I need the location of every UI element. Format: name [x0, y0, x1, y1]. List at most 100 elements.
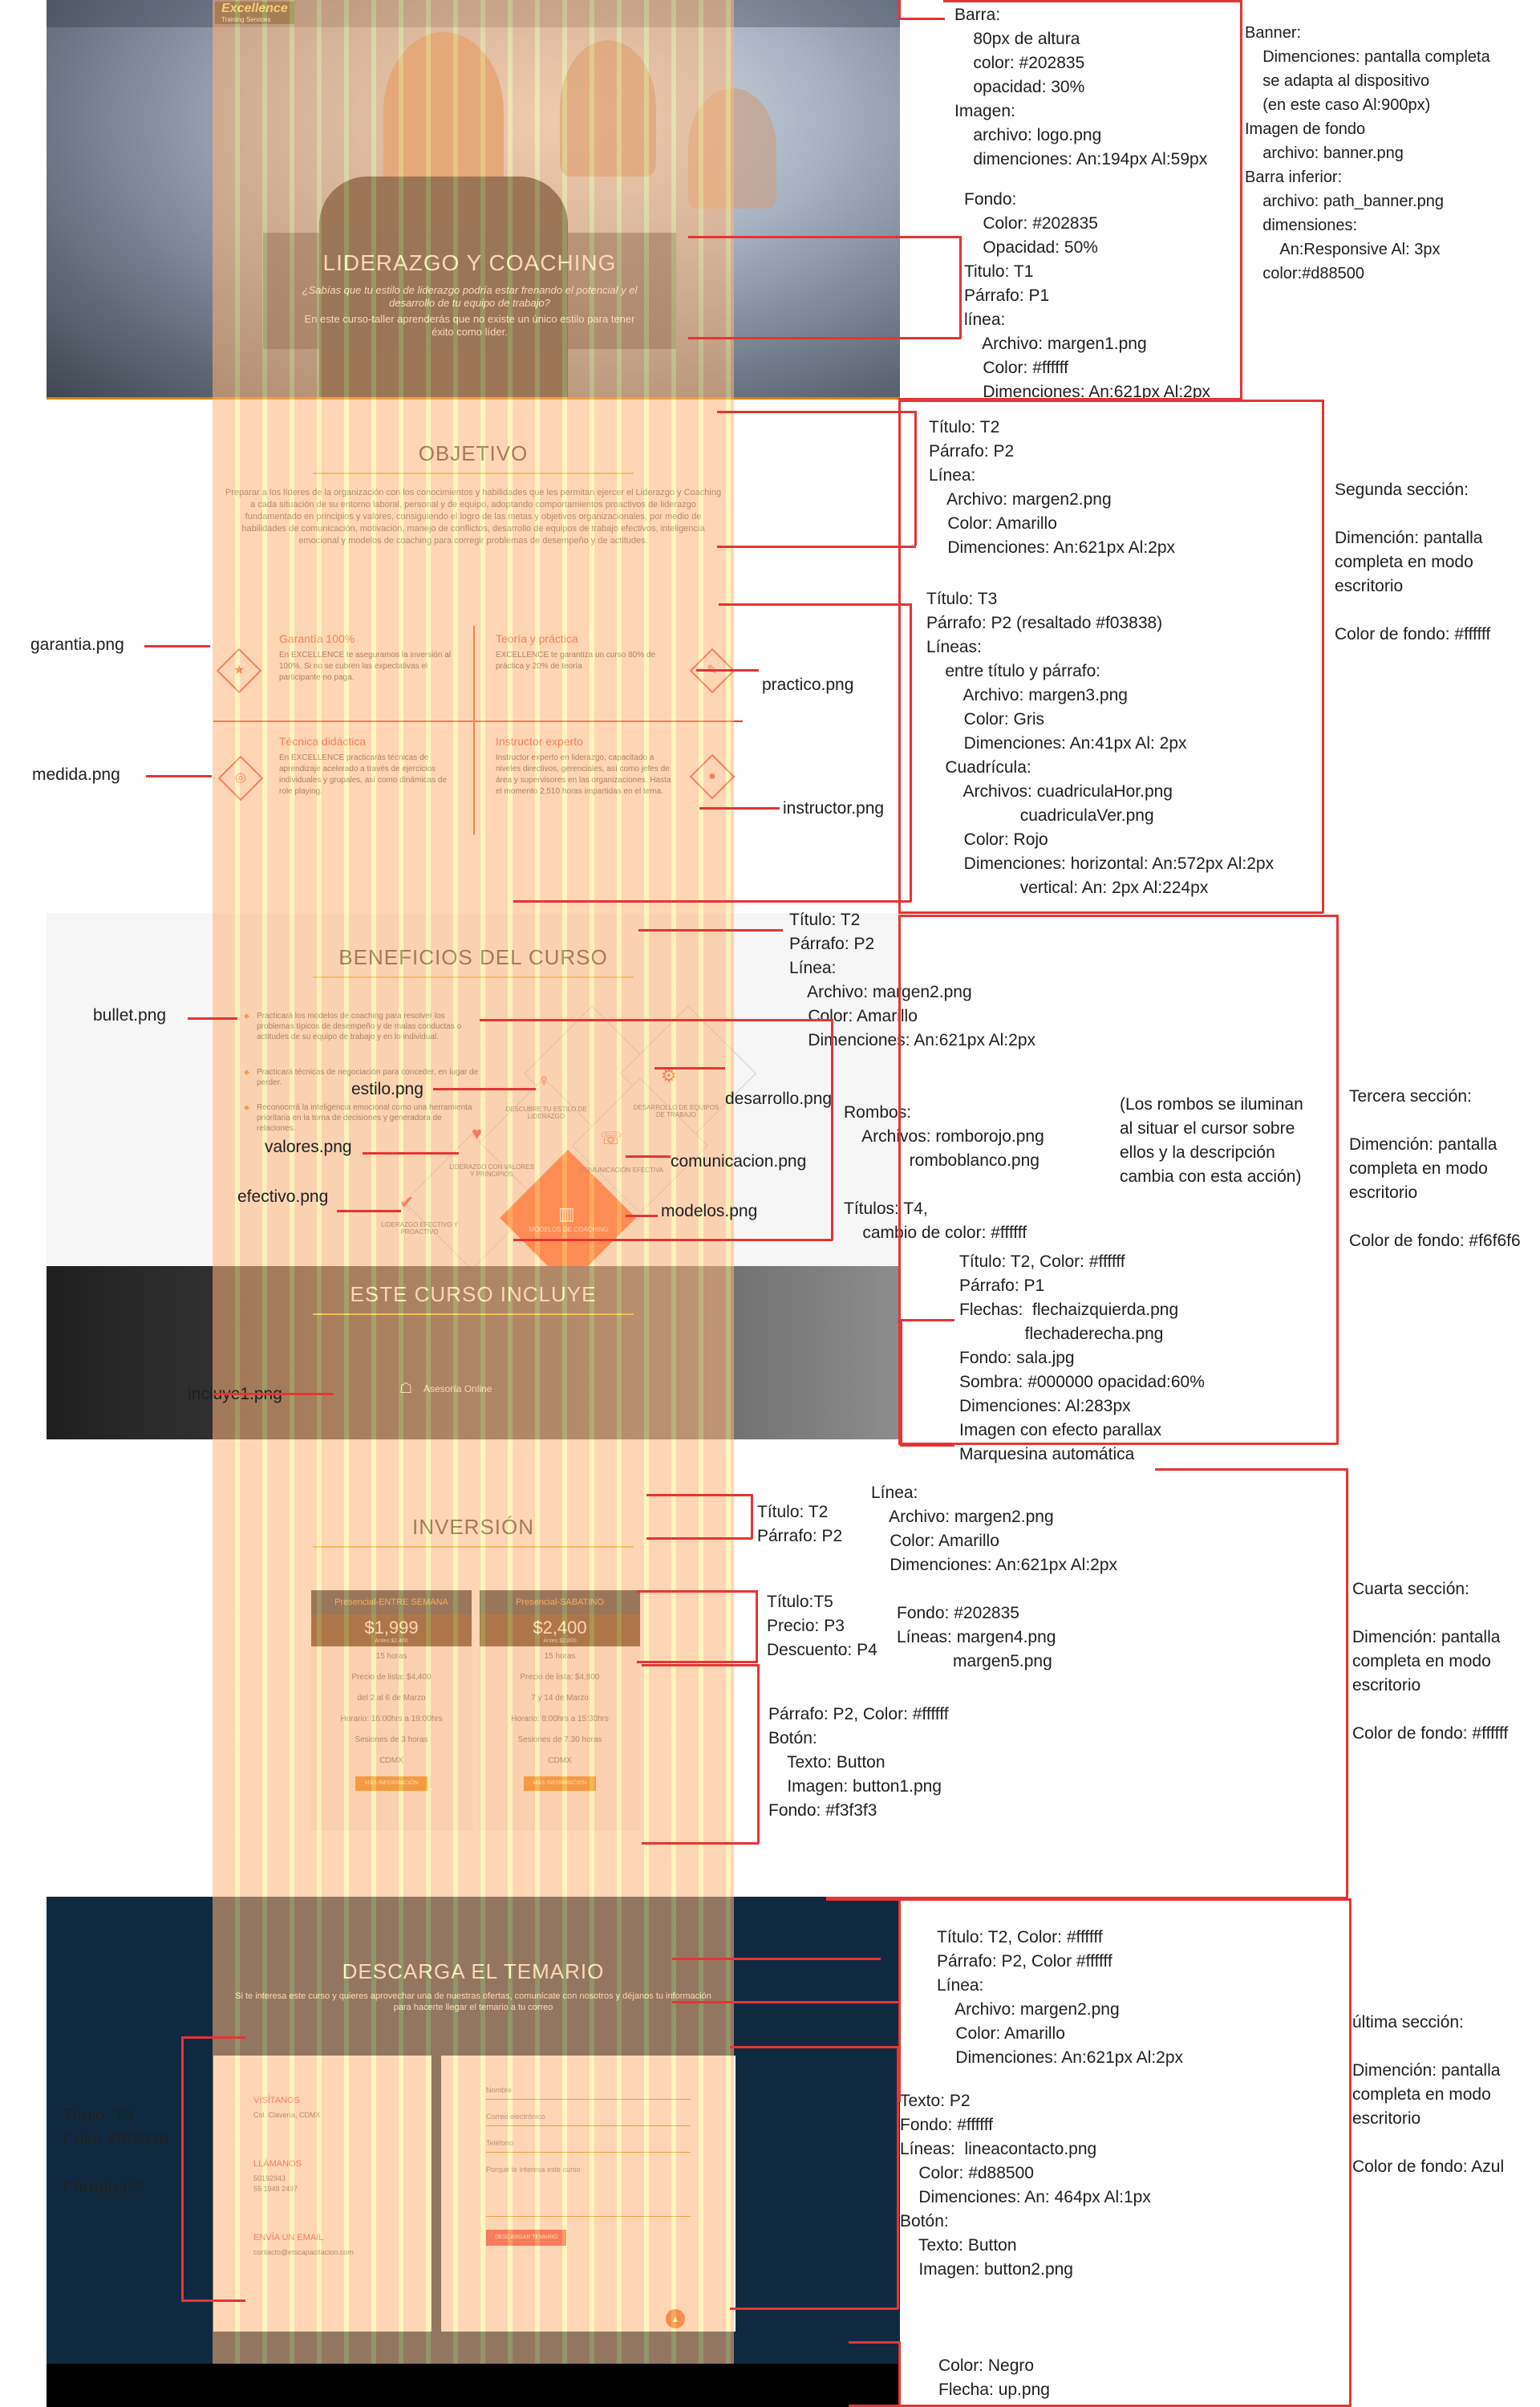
cell-text: En EXCELLENCE practicarás técnicas de ap… — [279, 753, 447, 796]
connector-line — [898, 911, 1323, 914]
label-medida: medida.png — [32, 765, 120, 784]
visitanos-title: VISÍTANOS — [253, 2096, 300, 2105]
interes-field[interactable]: Porque te interesa este curso — [486, 2161, 691, 2217]
annotation-inversion-line: Línea: Archivo: margen2.png Color: Amari… — [871, 1484, 1118, 1574]
connector-line — [672, 1958, 881, 1960]
connector-line — [826, 1898, 1351, 1901]
grid-horizontal — [213, 720, 743, 722]
annotation-banner-bar: Barra: 80px de altura color: #202835 opa… — [954, 6, 1208, 168]
annotation-rombos: Rombos: Archivos: romborojo.png rombobla… — [844, 1103, 1044, 1242]
connector-line — [910, 603, 912, 902]
annotation-footer: Color: Negro Flecha: up.png — [938, 2356, 1050, 2399]
connector-line — [751, 1494, 753, 1539]
person-photo — [383, 32, 504, 193]
connector-line — [898, 2341, 901, 2407]
annotation-inversion-card: Título:T5 Precio: P3 Descuento: P4 — [767, 1593, 877, 1659]
connector-line — [642, 1842, 759, 1845]
label-estilo: estilo.png — [351, 1080, 424, 1098]
card-details: 15 horas Precio de lista: $4,800 7 y 14 … — [511, 1652, 609, 1765]
connector-line — [363, 1152, 459, 1155]
connector-line — [144, 645, 210, 647]
contact-info-box: VISÍTANOS Col. Clavería, CDMX LLÁMANOS 5… — [213, 2056, 432, 2332]
banner-question: ¿Sabías que tu estilo de liderazgo podrí… — [302, 284, 638, 309]
telefono-field[interactable]: Teléfono — [486, 2134, 691, 2153]
mas-informacion-button[interactable]: MÁS INFORMACIÓN — [355, 1776, 428, 1791]
banner-text-box: LIDERAZGO Y COACHING ¿Sabías que tu esti… — [263, 233, 676, 349]
connector-line — [943, 0, 1240, 2]
connector-line — [1322, 400, 1324, 913]
connector-line — [826, 1897, 1348, 1899]
incluye-item: Asesoría Online — [424, 1383, 492, 1394]
logo[interactable]: Excellence Training Services — [215, 2, 294, 24]
cell-title: Instructor experto — [496, 735, 583, 748]
annotation-seccion-2: Segunda sección: Dimención: pantalla com… — [1335, 481, 1491, 643]
connector-line — [181, 2036, 245, 2039]
connector-line — [1155, 1468, 1348, 1471]
cell-text: En EXCELLENCE te aseguramos la inversión… — [279, 651, 451, 682]
annotation-beneficios-title: Título: T2 Párrafo: P2 Línea: Archivo: m… — [789, 911, 1036, 1049]
annotation-objetivo-grid: Título: T3 Párrafo: P2 (resaltado #f0383… — [926, 590, 1275, 897]
connector-line — [637, 1590, 757, 1593]
connector-line — [146, 775, 212, 777]
garantia-icon: ★ — [216, 647, 262, 694]
label-instructor: instructor.png — [783, 799, 885, 818]
connector-line — [757, 1664, 760, 1844]
banner-section: Excellence Training Services LIDERAZGO Y … — [47, 0, 900, 400]
card-details: 15 horas Precio de lista: $4,400 del 2 a… — [340, 1652, 443, 1765]
connector-line — [433, 1088, 536, 1090]
beneficios-line — [313, 976, 634, 978]
descargar-temario-button[interactable]: DESCARGAR TEMARIO — [486, 2230, 566, 2246]
modelos-icon: ▥ — [558, 1204, 575, 1224]
cell-title: Técnica didáctica — [279, 735, 367, 748]
email-title: ENVÍA UN EMAIL — [253, 2233, 324, 2243]
incluye-title: ESTE CURSO INCLUYE — [350, 1282, 597, 1306]
connector-line — [337, 1210, 401, 1212]
objetivo-title: OBJETIVO — [418, 441, 529, 465]
incluye-line — [313, 1313, 634, 1315]
objetivo-line — [313, 473, 634, 474]
rombo-label: LIDERAZGO EFECTIVO Y PROACTIVO — [381, 1221, 458, 1236]
connector-line — [730, 2046, 898, 2048]
nombre-field[interactable]: Nombre — [486, 2081, 691, 2100]
rombo-label: LIDERAZGO CON VALORES Y PRINCIPIOS — [449, 1163, 534, 1178]
mas-informacion-button[interactable]: MÁS INFORMACIÓN — [524, 1776, 596, 1791]
connector-line — [898, 400, 1323, 402]
connector-line — [897, 2046, 899, 2309]
rombo-label: DESCUBRE TU ESTILO DE LIDERAZGO — [505, 1106, 587, 1120]
price-card: Presencial-ENTRE SEMANA $1,999 Antes $2,4… — [311, 1590, 472, 1831]
correo-field[interactable]: Correo electrónico — [486, 2108, 691, 2126]
llamanos-phone-1: 50192943 — [253, 2174, 286, 2182]
card-price: $1,999 Antes $2,400 — [311, 1614, 472, 1646]
connector-line — [898, 0, 901, 19]
up-arrow-icon[interactable]: ▲ — [666, 2309, 685, 2328]
annotation-seccion-4: Cuarta sección: Dimención: pantalla comp… — [1352, 1580, 1509, 1743]
annotation-descarga-form: Texto: P2 Fondo: #ffffff Líneas: lineaco… — [900, 2092, 1151, 2279]
connector-line — [626, 1155, 671, 1158]
connector-line — [213, 1393, 334, 1395]
connector-line — [642, 1664, 759, 1666]
connector-line — [181, 2036, 184, 2301]
bullet-item: Practicará los modelos de coaching para … — [244, 1011, 481, 1042]
label-modelos: modelos.png — [661, 1202, 758, 1220]
descarga-section: DESCARGA EL TEMARIO Si te interesa este … — [47, 1897, 900, 2364]
connector-line — [646, 1537, 752, 1540]
incluye-section: ESTE CURSO INCLUYE ☖ Asesoría Online — [47, 1266, 900, 1439]
descarga-title: DESCARGA EL TEMARIO — [342, 1959, 605, 1983]
connector-line — [717, 546, 916, 548]
efectivo-icon: ✔ — [399, 1192, 415, 1212]
cell-text: Instructor experto en liderazgo, capacit… — [496, 753, 671, 796]
connector-line — [914, 411, 917, 546]
connector-line — [717, 411, 916, 413]
connector-line — [1336, 915, 1339, 1444]
connector-line — [696, 669, 759, 672]
connector-line — [849, 2341, 900, 2344]
annotation-banner-info: Banner: Dimenciones: pantalla completa s… — [1245, 24, 1490, 282]
card-price: $2,400 Antes $2,800 — [480, 1614, 640, 1646]
top-bar: Excellence Training Services — [47, 0, 900, 27]
connector-line — [654, 1067, 725, 1070]
connector-line — [831, 1019, 833, 1240]
connector-line — [626, 1215, 658, 1217]
connector-line — [638, 929, 783, 932]
annotation-seccion-5: última sección: Dimención: pantalla comp… — [1352, 2013, 1505, 2176]
email-text[interactable]: contacto@etscapacitacion.com — [253, 2248, 354, 2256]
